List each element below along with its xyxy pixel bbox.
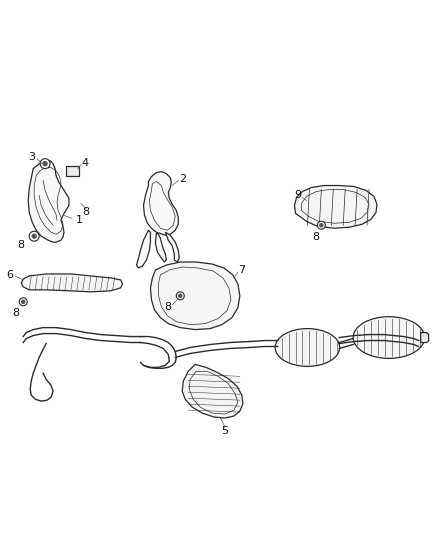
PathPatch shape xyxy=(165,232,179,262)
Circle shape xyxy=(176,292,184,300)
Ellipse shape xyxy=(353,317,425,358)
Circle shape xyxy=(29,231,39,241)
Circle shape xyxy=(318,221,325,229)
Text: 8: 8 xyxy=(82,207,89,217)
Text: 8: 8 xyxy=(164,302,171,312)
Text: 8: 8 xyxy=(312,232,319,242)
Circle shape xyxy=(40,159,50,168)
PathPatch shape xyxy=(28,160,69,242)
Text: 2: 2 xyxy=(179,174,186,183)
Circle shape xyxy=(320,224,323,227)
Text: 8: 8 xyxy=(18,240,25,250)
Ellipse shape xyxy=(275,329,340,366)
PathPatch shape xyxy=(21,274,123,292)
PathPatch shape xyxy=(137,230,150,268)
PathPatch shape xyxy=(182,365,243,418)
Text: 6: 6 xyxy=(6,270,13,280)
Circle shape xyxy=(19,298,27,306)
Circle shape xyxy=(179,294,182,297)
Text: 8: 8 xyxy=(13,308,20,318)
PathPatch shape xyxy=(66,166,79,175)
PathPatch shape xyxy=(150,262,240,329)
Circle shape xyxy=(43,161,47,166)
PathPatch shape xyxy=(294,185,377,228)
Text: 4: 4 xyxy=(81,158,88,168)
Text: 7: 7 xyxy=(238,265,245,275)
Text: 5: 5 xyxy=(222,426,229,436)
Text: 3: 3 xyxy=(28,152,35,161)
Text: 9: 9 xyxy=(294,190,301,200)
Circle shape xyxy=(32,234,36,238)
PathPatch shape xyxy=(155,233,166,262)
PathPatch shape xyxy=(144,172,178,235)
Text: 1: 1 xyxy=(75,215,82,225)
PathPatch shape xyxy=(421,333,429,343)
Circle shape xyxy=(21,300,25,303)
